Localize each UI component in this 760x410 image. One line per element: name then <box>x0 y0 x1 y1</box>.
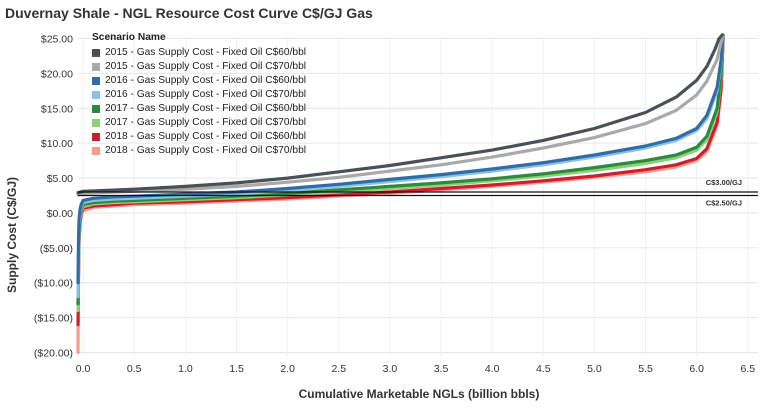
legend-item: 2015 - Gas Supply Cost - Fixed Oil C$70/… <box>92 60 306 74</box>
legend-item: 2016 - Gas Supply Cost - Fixed Oil C$60/… <box>92 74 306 88</box>
x-tick-label: 0.0 <box>76 363 91 375</box>
y-tick-label: $0.00 <box>47 208 73 220</box>
legend-swatch <box>92 147 100 155</box>
series-line <box>76 33 725 197</box>
legend-label: 2018 - Gas Supply Cost - Fixed Oil C$70/… <box>105 145 307 156</box>
x-tick-label: 3.0 <box>383 363 398 375</box>
x-tick-label: 5.0 <box>587 363 602 375</box>
x-tick-label: 4.0 <box>485 363 500 375</box>
legend-label: 2017 - Gas Supply Cost - Fixed Oil C$70/… <box>105 117 307 128</box>
x-tick-label: 1.5 <box>229 363 244 375</box>
legend-label: 2018 - Gas Supply Cost - Fixed Oil C$60/… <box>105 131 307 142</box>
legend-item: 2016 - Gas Supply Cost - Fixed Oil C$70/… <box>92 88 306 102</box>
x-tick-label: 6.0 <box>689 363 704 375</box>
x-tick-label: 5.5 <box>638 363 653 375</box>
legend-label: 2016 - Gas Supply Cost - Fixed Oil C$70/… <box>105 89 307 100</box>
y-tick-label: ($10.00) <box>34 278 73 290</box>
legend-item: 2015 - Gas Supply Cost - Fixed Oil C$60/… <box>92 46 306 60</box>
x-tick-label: 0.5 <box>127 363 142 375</box>
legend-swatch <box>92 119 100 127</box>
x-tick-label: 3.5 <box>434 363 449 375</box>
legend-swatch <box>92 63 100 71</box>
series-line <box>76 33 724 195</box>
legend-item: 2018 - Gas Supply Cost - Fixed Oil C$70/… <box>92 144 306 158</box>
y-tick-label: $15.00 <box>41 103 73 115</box>
x-tick-label: 2.0 <box>280 363 295 375</box>
x-tick-label: 6.5 <box>740 363 755 375</box>
legend-item: 2017 - Gas Supply Cost - Fixed Oil C$70/… <box>92 116 306 130</box>
legend-label: 2015 - Gas Supply Cost - Fixed Oil C$60/… <box>105 47 307 58</box>
y-tick-label: ($5.00) <box>40 243 73 255</box>
legend-item: 2018 - Gas Supply Cost - Fixed Oil C$60/… <box>92 130 306 144</box>
legend-swatch <box>92 105 100 113</box>
y-axis-ticks: ($20.00) ($15.00) ($10.00) ($5.00) $0.00 $5.0… <box>34 33 73 359</box>
legend-label: 2015 - Gas Supply Cost - Fixed Oil C$70/… <box>105 61 307 72</box>
reference-line-label: C$2.50/GJ <box>706 199 742 208</box>
legend-swatch <box>92 91 100 99</box>
legend-item: 2017 - Gas Supply Cost - Fixed Oil C$60/… <box>92 102 306 116</box>
x-axis-ticks: 0.0 0.5 1.0 1.5 2.0 2.5 3.0 3.5 4.0 4.5 5.0 5.5 6.0 6… <box>76 363 755 375</box>
series-line <box>76 33 725 285</box>
legend-label: 2016 - Gas Supply Cost - Fixed Oil C$60/… <box>105 75 307 86</box>
x-axis-title: Cumulative Marketable NGLs (billion bbls… <box>298 387 540 401</box>
x-tick-label: 1.0 <box>178 363 193 375</box>
reference-line-label: C$3.00/GJ <box>706 178 742 187</box>
x-tick-label: 2.5 <box>331 363 346 375</box>
chart-title: Duvernay Shale - NGL Resource Cost Curve… <box>5 5 373 21</box>
y-tick-label: ($20.00) <box>34 348 73 360</box>
legend-swatch <box>92 133 100 141</box>
y-tick-label: $10.00 <box>41 138 73 150</box>
legend-swatch <box>92 49 100 57</box>
y-tick-label: ($15.00) <box>34 313 73 325</box>
legend-title: Scenario Name <box>92 32 166 43</box>
y-tick-label: $25.00 <box>41 33 73 45</box>
x-tick-label: 4.5 <box>536 363 551 375</box>
legend-swatch <box>92 77 100 85</box>
y-tick-label: $5.00 <box>47 173 73 185</box>
legend: Scenario Name 2015 - Gas Supply Cost - F… <box>92 31 306 158</box>
reference-lines: C$3.00/GJ C$2.50/GJ <box>78 178 758 208</box>
legend-items: 2015 - Gas Supply Cost - Fixed Oil C$60/… <box>92 46 306 158</box>
legend-label: 2017 - Gas Supply Cost - Fixed Oil C$60/… <box>105 103 307 114</box>
y-tick-label: $20.00 <box>41 68 73 80</box>
series-lines <box>76 33 725 355</box>
